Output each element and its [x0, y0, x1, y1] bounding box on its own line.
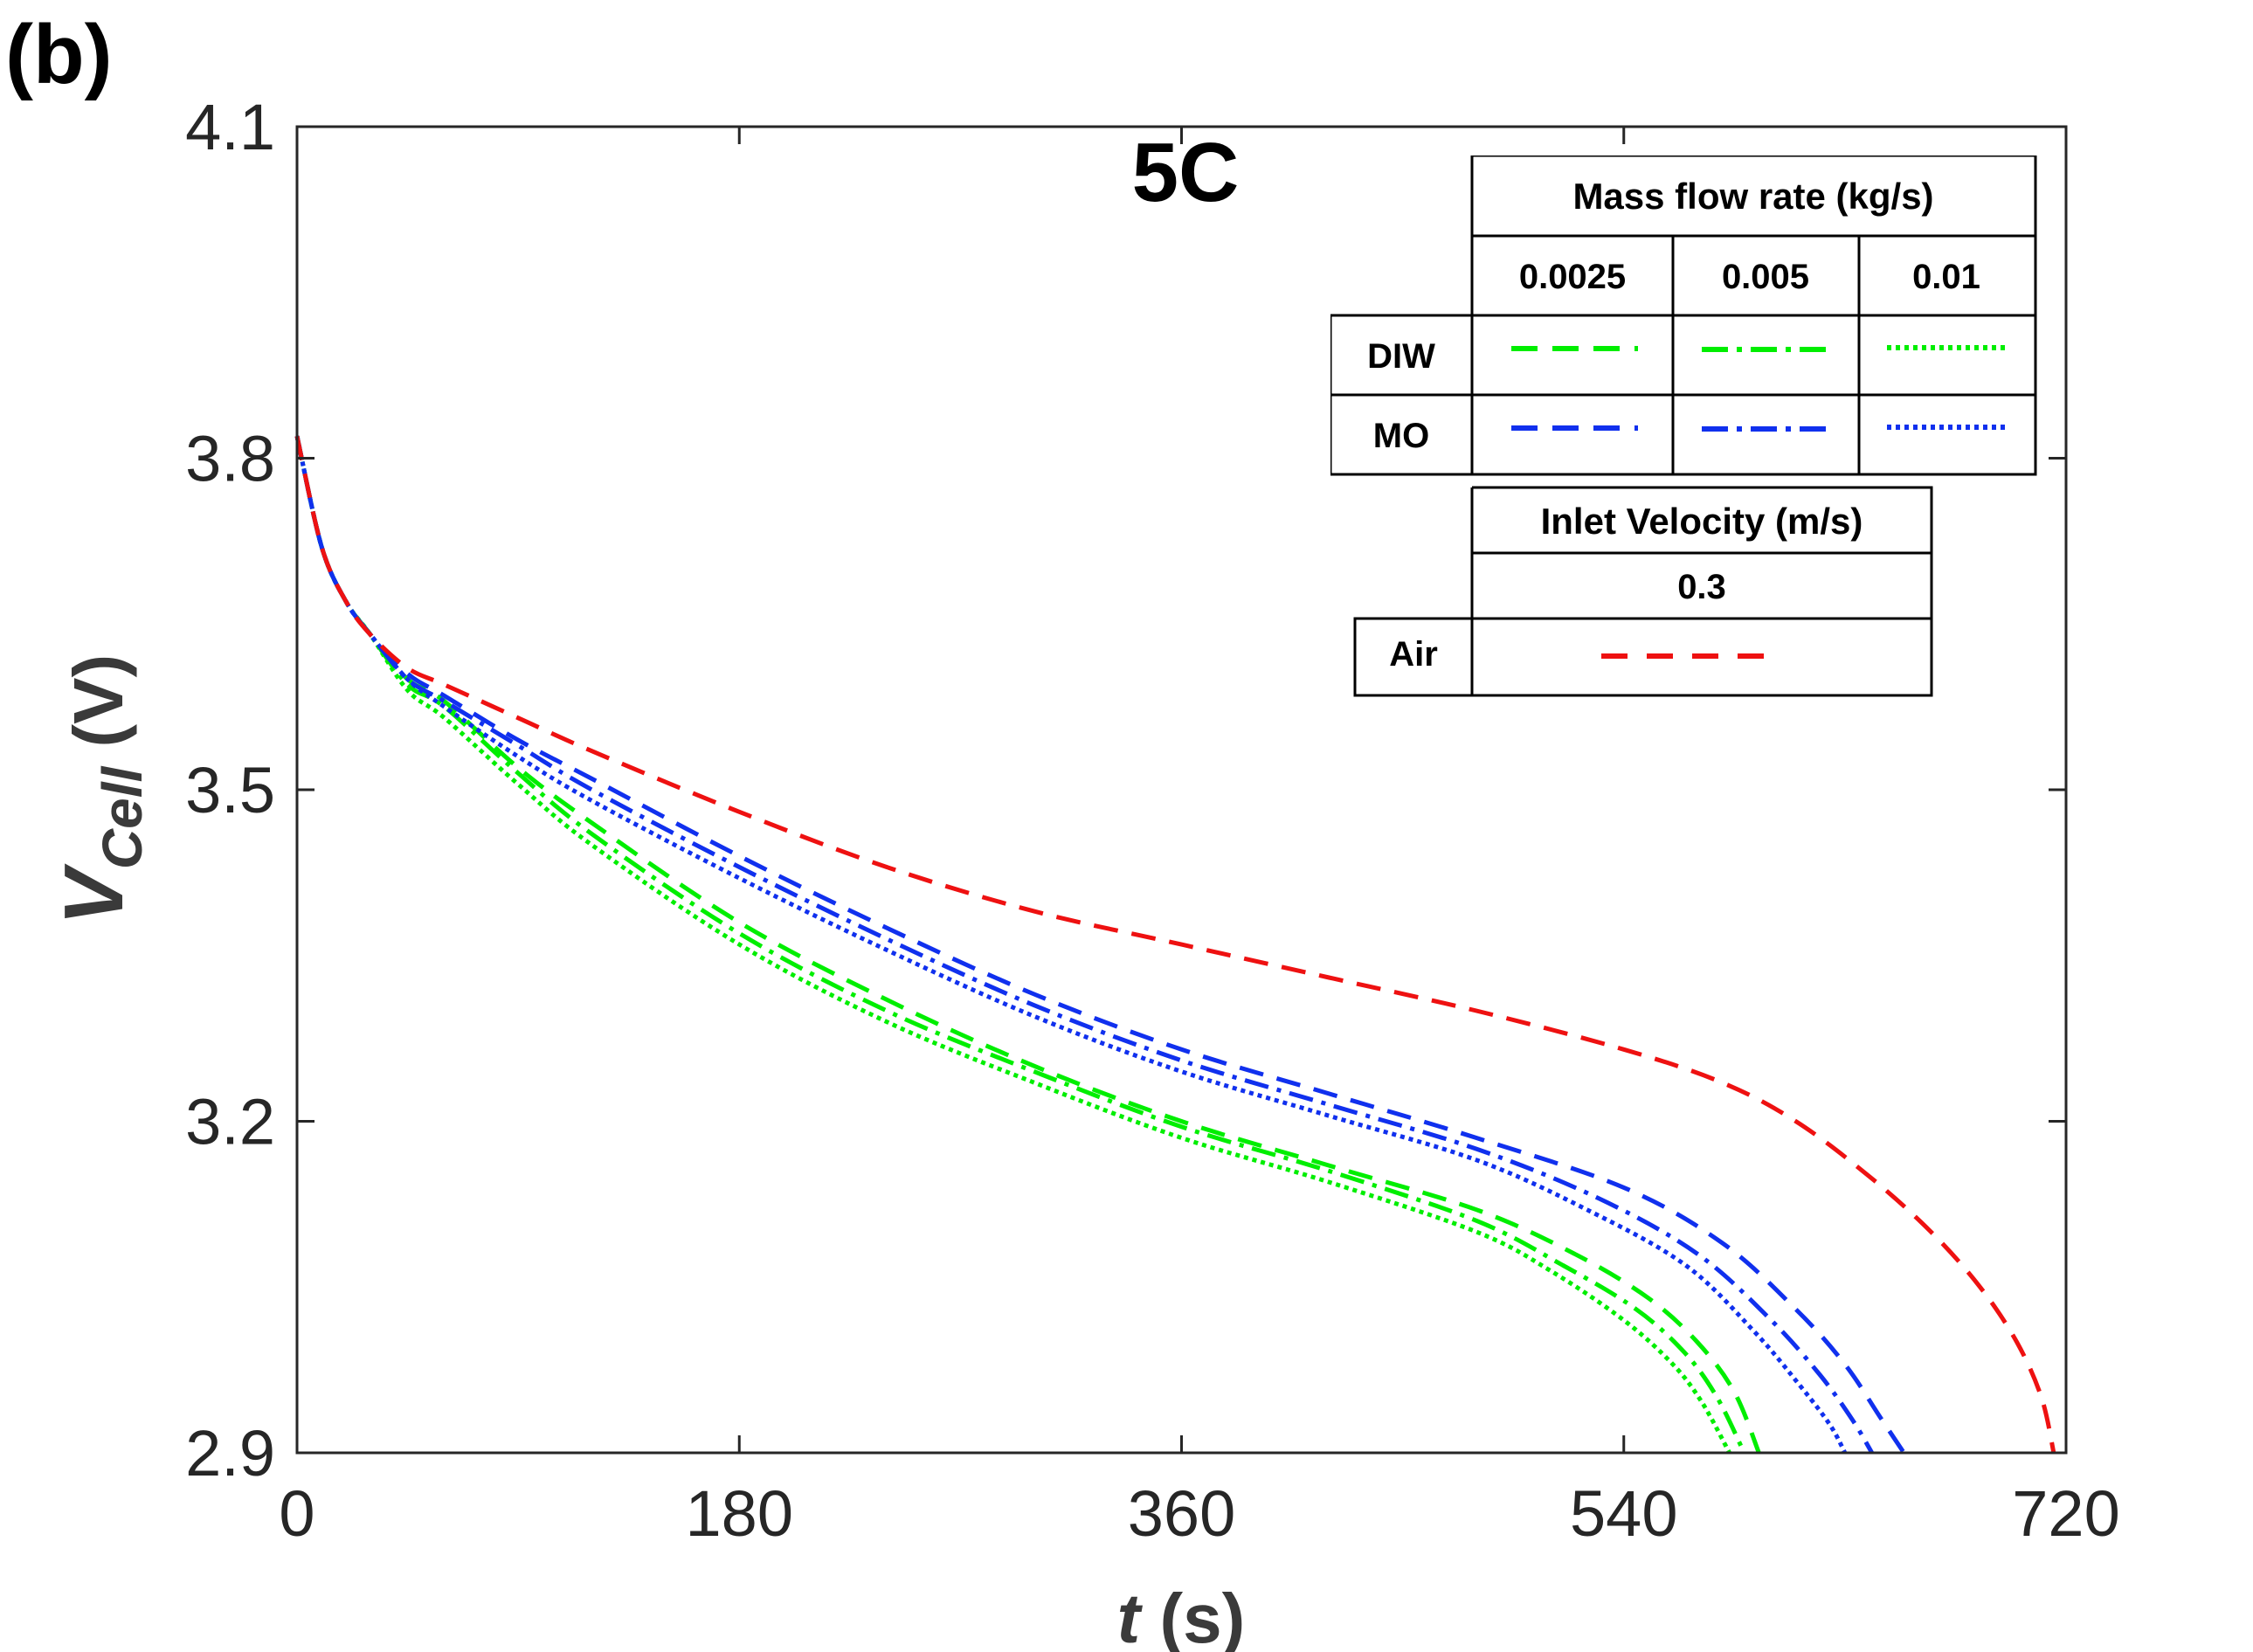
series-line-air-03 — [294, 435, 2056, 1454]
legend-col-0025: 0.0025 — [1519, 258, 1626, 296]
legend-air-value: 0.3 — [1677, 568, 1726, 606]
x-tick-label: 180 — [686, 1477, 793, 1550]
legend-col-01: 0.01 — [1912, 258, 1980, 296]
y-tick-label: 3.8 — [185, 423, 275, 495]
chart-title: 5C — [1132, 126, 1240, 219]
legend-row-air: Air — [1389, 635, 1438, 674]
y-axis-var: V — [47, 863, 141, 925]
y-axis-unit: (V) — [59, 654, 137, 767]
legend-col-005: 0.005 — [1722, 258, 1809, 296]
y-tick-label: 2.9 — [185, 1417, 275, 1490]
x-tick-label: 360 — [1128, 1477, 1235, 1550]
y-tick-label: 4.1 — [185, 91, 275, 163]
legend-air-header: Inlet Velocity (m/s) — [1541, 501, 1863, 542]
legend-row-mo: MO — [1373, 417, 1429, 455]
x-axis-var: t — [1117, 1579, 1144, 1652]
y-tick-label: 3.5 — [185, 754, 275, 826]
legend-air-background — [1355, 487, 1932, 695]
x-tick-label: 0 — [279, 1477, 314, 1550]
legend-row-diw: DIW — [1367, 337, 1435, 376]
x-axis-title: t (s) — [1117, 1579, 1246, 1652]
series-line-mo-0005 — [294, 435, 1874, 1455]
legend-grid — [1330, 156, 2037, 697]
y-axis-sub: Cell — [91, 766, 154, 870]
series-layer — [294, 435, 2056, 1455]
y-axis-title: VCell (V) — [47, 654, 154, 925]
panel-label: (b) — [5, 8, 113, 101]
x-axis-unit: (s) — [1140, 1579, 1245, 1652]
legend-header: Mass flow rate (kg/s) — [1572, 176, 1933, 217]
series-line-mo-001 — [294, 435, 1848, 1455]
y-tick-label: 3.2 — [185, 1086, 275, 1158]
series-line-mo-00025 — [294, 435, 1906, 1455]
x-tick-label: 720 — [2012, 1477, 2119, 1550]
x-tick-label: 540 — [1570, 1477, 1677, 1550]
legend: Mass flow rate (kg/s) 0.0025 0.005 0.01 … — [1330, 156, 2037, 697]
tick-layer: 0 180 360 540 720 2.9 3.2 3.5 3.8 4.1 — [185, 91, 2120, 1550]
